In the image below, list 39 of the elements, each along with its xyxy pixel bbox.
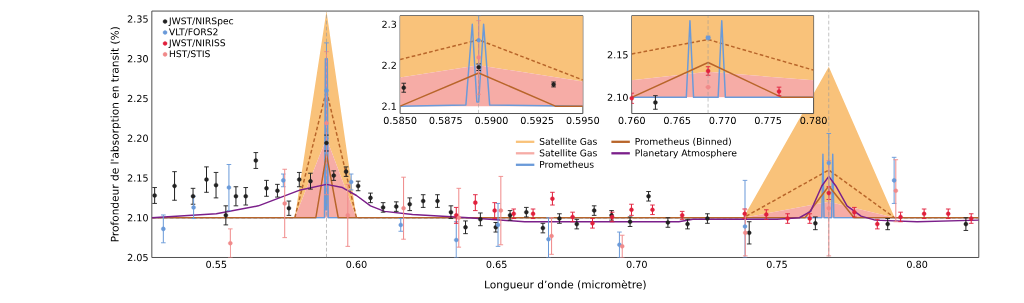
x-tick-label: 0.80 xyxy=(907,260,928,269)
legend-label: Planetary Atmosphere xyxy=(635,149,737,159)
y-axis-title: Profondeur de l'absorption en transit (%) xyxy=(110,27,121,242)
legend-label: VLT/FORS2 xyxy=(169,28,218,37)
x-tick-label: 0.770 xyxy=(709,116,736,125)
y-tick-label: 2.3 xyxy=(382,20,397,29)
y-tick-label: 2.35 xyxy=(127,15,148,23)
legend-label: Satellite Gas xyxy=(539,137,597,146)
x-tick-label: 0.75 xyxy=(766,260,787,269)
y-tick-label: 2.15 xyxy=(127,174,148,182)
legend-label: Prometheus (Binned) xyxy=(635,137,731,147)
x-tick-label: 0.780 xyxy=(800,116,827,125)
legend-label: HST/STIS xyxy=(169,50,210,59)
y-tick-label: 2.10 xyxy=(127,214,148,222)
x-tick-label: 0.775 xyxy=(754,116,782,125)
y-tick-label: 2.30 xyxy=(127,55,148,63)
x-axis-title: Longueur d’onde (micromètre) xyxy=(485,280,646,291)
x-tick-label: 0.5875 xyxy=(429,116,462,125)
legend-label: Prometheus xyxy=(540,160,594,169)
x-tick-label: 0.765 xyxy=(664,116,691,125)
y-tick-label: 2.2 xyxy=(382,61,396,69)
x-tick-label: 0.60 xyxy=(346,260,367,269)
y-tick-label: 2.10 xyxy=(607,93,628,102)
x-tick-label: 0.5950 xyxy=(566,116,600,125)
x-tick-label: 0.55 xyxy=(206,260,227,269)
legend-label: JWST/NIRISS xyxy=(168,39,226,49)
x-tick-label: 0.5925 xyxy=(520,116,554,125)
x-tick-label: 0.5850 xyxy=(383,116,417,125)
y-tick-label: 2.25 xyxy=(127,95,148,103)
y-tick-label: 2.1 xyxy=(382,102,396,110)
y-tick-label: 2.20 xyxy=(127,134,148,143)
x-tick-label: 0.760 xyxy=(618,116,645,125)
legend-label: Satellite Gas xyxy=(539,149,597,157)
x-tick-label: 0.70 xyxy=(626,260,647,269)
y-tick-label: 2.05 xyxy=(127,253,148,262)
x-tick-label: 0.65 xyxy=(486,260,507,269)
y-tick-label: 2.15 xyxy=(607,51,628,59)
x-tick-label: 0.5900 xyxy=(475,116,508,125)
legend-label: JWST/NIRSpec xyxy=(168,17,234,27)
